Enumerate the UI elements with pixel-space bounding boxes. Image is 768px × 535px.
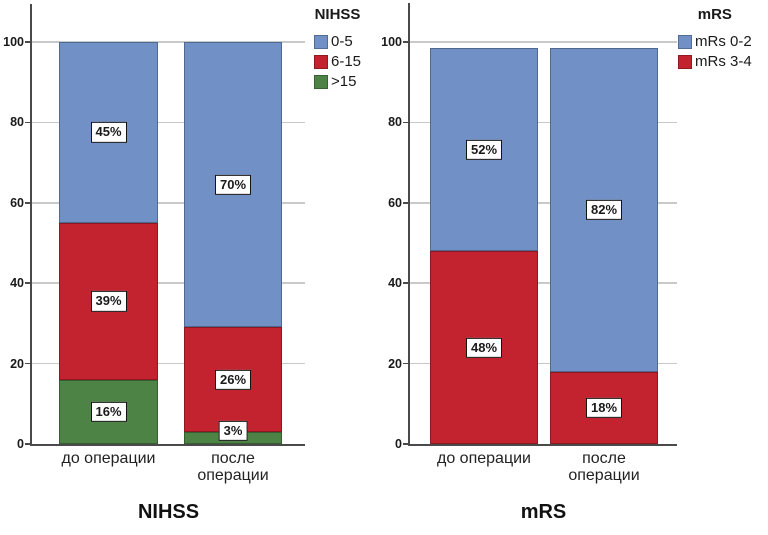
- mrs-tickmark-80: [403, 121, 408, 124]
- mrs-tickmark-0: [403, 443, 408, 445]
- nihss-tickmark-40: [25, 282, 30, 284]
- nihss-x-axis-line: [30, 444, 305, 446]
- mrs-data-label-18: 18%: [585, 397, 623, 418]
- mrs-axis-title: mRS: [520, 501, 567, 523]
- nihss-legend-item-0-5: 0-5: [314, 32, 361, 52]
- mrs-legend-label-mrs-3-4: mRs 3-4: [695, 53, 752, 70]
- nihss-data-label-3: 3%: [218, 420, 248, 442]
- mrs-legend-label-mrs-0-2: mRs 0-2: [695, 33, 752, 50]
- nihss-bar-x-segment-15: [59, 379, 158, 444]
- mrs-x-axis-line: [408, 444, 677, 446]
- mrs-tickmark-100: [403, 41, 408, 43]
- mrs-legend-item-mrs-3-4: mRs 3-4: [678, 52, 752, 72]
- nihss-tickmark-80: [25, 121, 30, 124]
- mrs-legend-swatch-mrs-3-4-icon: [678, 55, 692, 69]
- nihss-gridline-60: [32, 202, 305, 204]
- mrs-data-label-82: 82%: [585, 199, 623, 220]
- mrs-data-label-52: 52%: [465, 139, 503, 160]
- nihss-legend-swatch-15-icon: [314, 75, 328, 89]
- mrs-bar-x-segment-mrs-3-4: [550, 371, 658, 444]
- nihss-ytick-60: 60: [10, 195, 24, 210]
- nihss-category-label-x: до операции: [61, 450, 156, 467]
- nihss-gridline-20: [32, 362, 305, 365]
- nihss-legend-swatch-6-15-icon: [314, 55, 328, 69]
- mrs-ytick-0: 0: [395, 437, 402, 451]
- nihss-ytick-100: 100: [3, 35, 24, 49]
- mrs-tickmark-60: [403, 202, 408, 204]
- nihss-tickmark-60: [25, 202, 30, 204]
- nihss-legend-swatch-0-5-icon: [314, 35, 328, 49]
- mrs-gridline-100: [410, 41, 677, 43]
- nihss-data-label-16: 16%: [90, 401, 127, 422]
- mrs-gridline-20: [410, 362, 677, 365]
- mrs-gridline-80: [410, 121, 677, 124]
- mrs-y-axis-line: [408, 3, 410, 446]
- nihss-bar-x-segment-0-5: [59, 42, 158, 223]
- mrs-ytick-80: 80: [388, 115, 402, 130]
- mrs-bar-x-segment-mrs-3-4: [430, 251, 538, 444]
- mrs-ytick-100: 100: [381, 35, 402, 49]
- nihss-gridline-40: [32, 282, 305, 284]
- nihss-ytick-80: 80: [10, 115, 24, 130]
- mrs-bar-x-segment-mrs-0-2: [550, 48, 658, 372]
- mrs-bar-x-segment-mrs-0-2: [430, 48, 538, 252]
- nihss-bar-x-segment-6-15: [59, 222, 158, 380]
- mrs-legend-title: mRS: [697, 6, 732, 23]
- nihss-data-label-70: 70%: [214, 174, 252, 195]
- nihss-ytick-0: 0: [17, 437, 24, 451]
- nihss-legend-items: 0-5 6-15 >15: [314, 32, 361, 92]
- mrs-category-label-x: после операции: [568, 450, 640, 484]
- mrs-tickmark-20: [403, 362, 408, 365]
- nihss-y-axis-line: [30, 4, 32, 446]
- nihss-legend-label-6-15: 6-15: [331, 53, 362, 70]
- mrs-legend: mRS mRs 0-2 mRs 3-4: [678, 6, 752, 72]
- mrs-tickmark-40: [403, 282, 408, 284]
- nihss-tickmark-0: [25, 443, 30, 445]
- nihss-gridline-100: [32, 41, 305, 43]
- nihss-legend-item-15: >15: [314, 72, 361, 92]
- mrs-legend-item-mrs-0-2: mRs 0-2: [678, 32, 752, 52]
- mrs-gridline-60: [410, 202, 677, 204]
- mrs-gridline-40: [410, 282, 677, 284]
- mrs-ytick-40: 40: [388, 276, 402, 291]
- nihss-legend-item-6-15: 6-15: [314, 52, 361, 72]
- nihss-tickmark-20: [25, 362, 30, 365]
- mrs-ytick-60: 60: [388, 195, 402, 210]
- nihss-category-label-x: после операции: [197, 450, 269, 484]
- nihss-axis-title: NIHSS: [137, 501, 200, 523]
- nihss-data-label-39: 39%: [90, 291, 127, 312]
- nihss-ytick-40: 40: [10, 276, 24, 291]
- nihss-data-label-26: 26%: [214, 369, 252, 390]
- mrs-legend-swatch-mrs-0-2-icon: [678, 35, 692, 49]
- mrs-category-label-x: до операции: [437, 450, 531, 467]
- mrs-legend-items: mRs 0-2 mRs 3-4: [678, 32, 752, 72]
- nihss-bar-x-segment-15: [184, 431, 282, 444]
- nihss-legend-title: NIHSS: [314, 6, 361, 23]
- mrs-data-label-48: 48%: [465, 337, 503, 358]
- nihss-legend: NIHSS 0-5 6-15 >15: [314, 6, 361, 92]
- nihss-tickmark-100: [25, 41, 30, 43]
- nihss-bar-x-segment-0-5: [184, 42, 282, 328]
- nihss-gridline-80: [32, 121, 305, 124]
- nihss-legend-label-15: >15: [331, 73, 357, 90]
- nihss-ytick-20: 20: [10, 356, 24, 371]
- nihss-legend-label-0-5: 0-5: [331, 33, 353, 50]
- mrs-ytick-20: 20: [388, 356, 402, 371]
- nihss-data-label-45: 45%: [90, 122, 127, 143]
- nihss-bar-x-segment-6-15: [184, 327, 282, 432]
